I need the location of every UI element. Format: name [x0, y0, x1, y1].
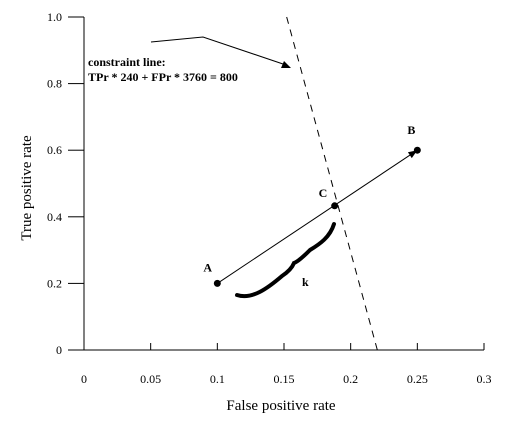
constraint-pointer — [150, 36, 284, 65]
constraint-title: constraint line: — [88, 55, 166, 69]
y-tick-label: 0.4 — [47, 210, 62, 224]
y-tick-label: 0.2 — [47, 276, 62, 290]
y-tick-label: 0.8 — [47, 77, 62, 91]
x-tick-label: 0.2 — [343, 372, 358, 386]
x-axis-title: False positive rate — [226, 398, 335, 414]
point-b-label: B — [407, 123, 415, 137]
x-tick-label: 0.25 — [407, 372, 428, 386]
y-tick-label: 1.0 — [47, 10, 62, 24]
point-a — [213, 279, 221, 287]
x-tick-label: 0 — [81, 372, 87, 386]
k-brace — [235, 222, 336, 299]
y-tick-label: 0.6 — [47, 143, 62, 157]
constraint-equation: TPr * 240 + FPr * 3760 = 800 — [88, 70, 238, 84]
point-c — [331, 202, 339, 210]
point-b — [413, 146, 421, 154]
x-tick-label: 0.1 — [210, 372, 225, 386]
x-tick-label: 0.05 — [140, 372, 161, 386]
x-tick-label: 0.3 — [477, 372, 492, 386]
y-ticks: 0 0.2 0.4 0.6 0.8 1.0 — [47, 10, 84, 357]
constraint-line — [286, 16, 378, 351]
x-tick-label: 0.15 — [274, 372, 295, 386]
y-axis-title: True positive rate — [19, 135, 35, 241]
point-c-label: C — [319, 186, 328, 200]
y-tick-label: 0 — [56, 343, 62, 357]
point-a-label: A — [203, 260, 212, 274]
k-label: k — [302, 275, 309, 289]
x-ticks: 0 0.05 0.1 0.15 0.2 0.25 0.3 — [81, 343, 492, 386]
ab-segment — [217, 149, 418, 284]
constraint-pointer-head — [281, 61, 291, 68]
